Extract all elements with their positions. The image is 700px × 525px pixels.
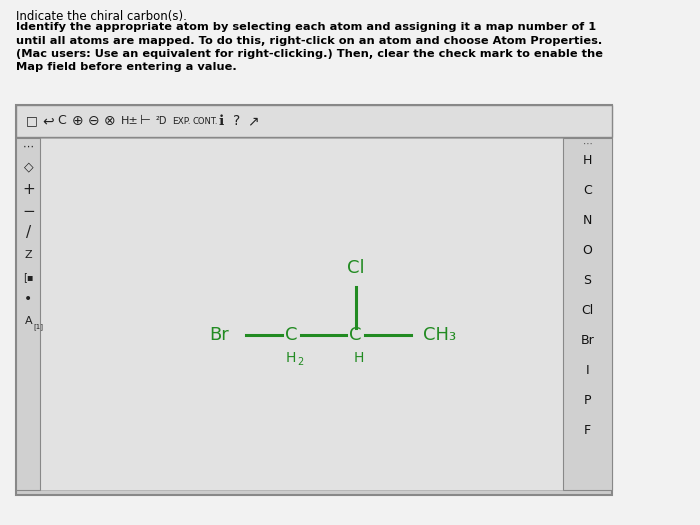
Text: F: F xyxy=(584,425,591,437)
Text: ℹ: ℹ xyxy=(218,114,223,128)
Text: ⋯: ⋯ xyxy=(582,139,592,149)
Text: ?: ? xyxy=(233,114,240,128)
Text: C: C xyxy=(57,114,66,128)
Text: Cl: Cl xyxy=(346,259,365,277)
Text: +: + xyxy=(22,182,35,196)
Text: Br: Br xyxy=(209,326,229,344)
Text: 2: 2 xyxy=(297,357,303,367)
Text: Cl: Cl xyxy=(582,304,594,318)
Text: A: A xyxy=(25,316,32,326)
Text: I: I xyxy=(586,364,589,377)
Text: −: − xyxy=(22,204,35,218)
Text: CH₃: CH₃ xyxy=(424,326,456,344)
Text: H±: H± xyxy=(121,116,139,126)
Text: Identify the appropriate atom by selecting each atom and assigning it a map numb: Identify the appropriate atom by selecti… xyxy=(17,22,596,32)
Text: ↩: ↩ xyxy=(42,114,54,128)
Text: Indicate the chiral carbon(s).: Indicate the chiral carbon(s). xyxy=(17,10,188,23)
Text: until all atoms are mapped. To do this, right-click on an atom and choose Atom P: until all atoms are mapped. To do this, … xyxy=(17,36,603,46)
Text: C: C xyxy=(583,184,592,197)
Text: CONT.: CONT. xyxy=(193,117,218,125)
Text: EXP.: EXP. xyxy=(172,117,191,125)
Text: ⋯: ⋯ xyxy=(23,142,34,152)
Text: □: □ xyxy=(26,114,37,128)
Bar xyxy=(17,105,612,495)
Text: Z: Z xyxy=(25,250,32,260)
Text: Map field before entering a value.: Map field before entering a value. xyxy=(17,62,237,72)
Text: •: • xyxy=(25,292,32,306)
Text: H: H xyxy=(583,154,592,167)
Text: P: P xyxy=(584,394,592,407)
Text: ⊕: ⊕ xyxy=(71,114,83,128)
Text: [1]: [1] xyxy=(33,323,43,330)
Bar xyxy=(17,105,612,137)
Text: ↗: ↗ xyxy=(248,114,259,128)
Bar xyxy=(563,138,612,490)
Text: H: H xyxy=(354,351,363,365)
Text: ⊢: ⊢ xyxy=(140,114,151,128)
Text: Br: Br xyxy=(580,334,594,348)
Bar xyxy=(41,138,563,490)
Text: /: / xyxy=(26,226,31,240)
Text: H: H xyxy=(286,351,295,365)
Text: ◇: ◇ xyxy=(24,161,33,173)
Text: C: C xyxy=(285,326,298,344)
Bar xyxy=(17,138,41,490)
Text: (Mac users: Use an equivalent for right-clicking.) Then, clear the check mark to: (Mac users: Use an equivalent for right-… xyxy=(17,49,603,59)
Text: S: S xyxy=(584,275,592,288)
Text: N: N xyxy=(583,215,592,227)
Text: ⊖: ⊖ xyxy=(88,114,99,128)
Text: [▪: [▪ xyxy=(23,272,34,282)
Text: ⊗: ⊗ xyxy=(104,114,116,128)
Text: C: C xyxy=(349,326,362,344)
Text: ²D: ²D xyxy=(156,116,167,126)
Text: O: O xyxy=(582,245,592,257)
